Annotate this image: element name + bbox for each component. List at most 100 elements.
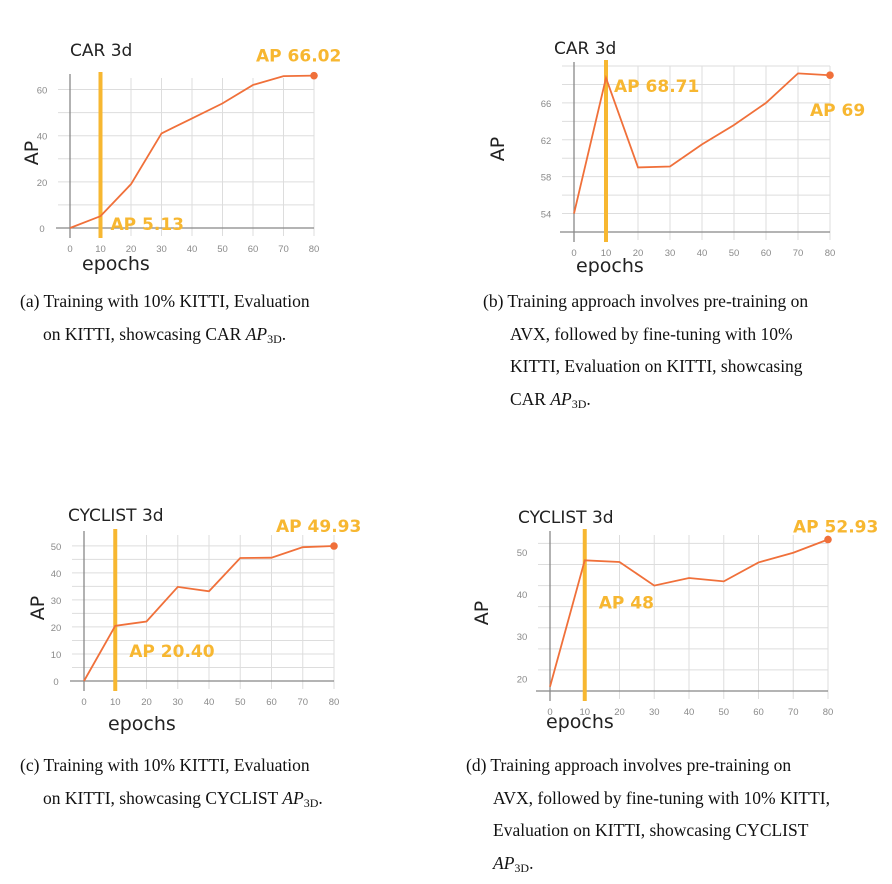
y-tick-label: 50: [517, 548, 528, 559]
value-annotation: AP 66.02: [256, 47, 341, 67]
caption-a: (a) Training with 10% KITTI, Evaluation o…: [20, 285, 420, 355]
x-tick-label: 70: [297, 697, 308, 708]
y-tick-label: 0: [39, 224, 44, 235]
caption-label: (a): [20, 291, 40, 311]
x-tick-label: 60: [266, 697, 277, 708]
caption-label: (b): [483, 291, 504, 311]
y-axis-label: AP: [487, 137, 509, 161]
data-point: [330, 542, 338, 550]
y-tick-label: 58: [541, 173, 552, 184]
x-tick-label: 0: [571, 248, 576, 259]
x-axis-label: epochs: [108, 713, 176, 735]
chart-title: CYCLIST 3d: [518, 508, 614, 528]
y-axis-label: AP: [471, 601, 493, 625]
chart-title: CAR 3d: [70, 41, 132, 61]
x-tick-label: 50: [235, 697, 246, 708]
y-tick-label: 20: [517, 674, 528, 685]
y-tick-label: 50: [51, 542, 62, 553]
y-tick-label: 40: [517, 590, 528, 601]
x-tick-label: 10: [601, 248, 612, 259]
x-tick-label: 80: [329, 697, 340, 708]
x-axis-label: epochs: [82, 253, 150, 275]
y-tick-label: 0: [53, 677, 58, 688]
y-tick-label: 66: [541, 99, 552, 110]
x-tick-label: 30: [649, 707, 660, 718]
x-tick-label: 30: [156, 244, 167, 255]
caption-text: Training approach involves pre-training …: [507, 291, 809, 311]
x-tick-label: 0: [547, 707, 552, 718]
caption-math: AP: [550, 388, 572, 409]
x-tick-label: 40: [187, 244, 198, 255]
caption-text: Evaluation on KITTI, showcasing CYCLIST: [493, 820, 809, 840]
value-annotation: AP 48: [599, 593, 654, 613]
series-line: [83, 545, 335, 682]
chart-title: CYCLIST 3d: [68, 506, 164, 526]
caption-b: (b) Training approach involves pre-traini…: [483, 285, 863, 420]
x-tick-label: 50: [217, 244, 228, 255]
x-tick-label: 10: [579, 707, 590, 718]
value-annotation: AP 20.40: [129, 642, 214, 662]
caption-d: (d) Training approach involves pre-traini…: [466, 749, 876, 884]
y-axis-label: AP: [21, 141, 43, 165]
value-annotation: AP 68.71: [614, 77, 699, 97]
series-line: [69, 74, 315, 229]
caption-end: .: [529, 852, 534, 873]
y-axis-label: AP: [27, 596, 49, 620]
caption-math-sub: 3D: [267, 331, 282, 346]
y-tick-label: 60: [37, 86, 48, 97]
caption-math-sub: 3D: [303, 795, 319, 810]
y-tick-label: 54: [541, 210, 552, 221]
x-axis-label: epochs: [576, 255, 644, 277]
caption-c: (c) Training with 10% KITTI, Evaluation o…: [20, 749, 420, 819]
x-tick-label: 80: [825, 248, 836, 259]
x-tick-label: 60: [761, 248, 772, 259]
caption-text: Training with 10% KITTI, Evaluation: [43, 755, 310, 775]
x-tick-label: 20: [141, 697, 152, 708]
y-tick-label: 40: [51, 569, 62, 580]
chart-cyclist-3d-kitti: 0 10 20 30 40 50 60 70 80 0 10 20 30 40 50 CYCLIST 3d AP…: [27, 506, 361, 735]
x-tick-label: 40: [204, 697, 215, 708]
y-tick-label: 20: [51, 623, 62, 634]
x-tick-label: 30: [172, 697, 183, 708]
value-annotation: AP 69: [810, 101, 865, 121]
chart-car-3d-kitti: 0 10 20 30 40 50 60 70 80 0 20 40 60 CAR 3d AP epochs AP…: [21, 41, 341, 275]
x-tick-label: 70: [793, 248, 804, 259]
value-annotation: AP 5.13: [111, 215, 184, 235]
chart-cyclist-3d-avx-finetune: 0 10 20 30 40 50 60 70 80 20 30 40 50 CYCLIST 3d AP epo…: [471, 508, 878, 733]
data-point: [824, 535, 832, 544]
caption-text: KITTI, Evaluation on KITTI, showcasing: [510, 356, 803, 376]
x-tick-label: 30: [665, 248, 676, 259]
x-tick-label: 80: [309, 244, 320, 255]
x-tick-label: 40: [697, 248, 708, 259]
caption-label: (d): [466, 755, 487, 775]
data-point: [310, 71, 318, 80]
y-tick-label: 40: [37, 132, 48, 143]
x-tick-label: 80: [823, 707, 834, 718]
x-tick-label: 60: [753, 707, 764, 718]
x-tick-label: 0: [67, 244, 72, 255]
caption-math: AP: [493, 852, 515, 873]
x-tick-label: 40: [684, 707, 695, 718]
x-tick-label: 0: [81, 697, 86, 708]
x-tick-label: 20: [126, 244, 137, 255]
value-annotation: AP 49.93: [276, 517, 361, 537]
caption-text: on KITTI, showcasing CYCLIST: [43, 787, 283, 808]
y-tick-label: 20: [37, 178, 48, 189]
chart-title: CAR 3d: [554, 39, 616, 59]
x-tick-label: 70: [788, 707, 799, 718]
caption-math: AP: [282, 787, 304, 808]
y-tick-label: 10: [51, 650, 62, 661]
caption-math-sub: 3D: [571, 396, 587, 411]
y-tick-label: 62: [541, 136, 552, 147]
y-tick-label: 30: [517, 632, 528, 643]
x-tick-label: 20: [614, 707, 625, 718]
series-line: [549, 538, 829, 688]
caption-text: CAR: [510, 388, 551, 409]
caption-text: Training with 10% KITTI, Evaluation: [43, 291, 310, 311]
x-tick-label: 70: [278, 244, 289, 255]
caption-text: on KITTI, showcasing CAR: [43, 323, 246, 344]
caption-math-sub: 3D: [514, 860, 530, 875]
caption-text: Training approach involves pre-training …: [490, 755, 792, 775]
data-point: [826, 71, 834, 80]
caption-text: AVX, followed by fine-tuning with 10% KI…: [493, 787, 830, 808]
